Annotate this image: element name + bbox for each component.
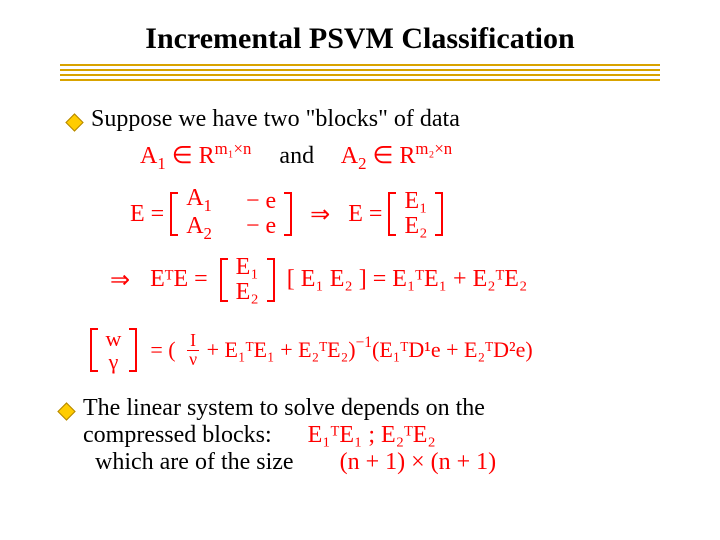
EE-list: E₁ᵀE₁ ; E₂ᵀE₂ — [308, 422, 436, 448]
sym-implies-2: ⇒ — [110, 267, 130, 293]
E2s: E₂ — [404, 214, 427, 239]
bracket-left-4 — [90, 328, 98, 372]
sub-1: 1 — [157, 154, 165, 173]
sup-m2n: m₂×n — [415, 139, 452, 158]
math-line-blocks: A1 ∈ Rm₁×n and A2 ∈ Rm₂×n — [140, 139, 660, 174]
bullet-2-text-b: compressed blocks: — [83, 422, 272, 448]
me2: − e — [246, 214, 276, 239]
sym-Eeq2: E = — [348, 201, 382, 227]
bracket-right-3 — [267, 258, 275, 302]
sym-A2: A — [341, 143, 358, 169]
math-line-E-def: E = A1 A2 − e − e ⇒ E = E₁ E₂ — [130, 186, 660, 243]
bullet-2-text-a: The linear system to solve depends on th… — [83, 395, 485, 421]
which-text: which are of the size — [95, 449, 294, 475]
bracket-right-2 — [435, 192, 443, 236]
bullet-1-text: Suppose we have two "blocks" of data — [91, 106, 460, 133]
bracket-left-2 — [388, 192, 396, 236]
frac-Inu: I ν — [187, 332, 199, 368]
sym-R: R — [199, 143, 215, 169]
word-and: and — [279, 143, 314, 169]
gamma: γ — [106, 350, 122, 373]
E2s2: E₂ — [236, 280, 259, 305]
bracket-left-1 — [170, 192, 178, 236]
diamond-bullet-icon-2 — [57, 403, 75, 421]
stack-A: A1 A2 — [186, 186, 212, 243]
bracket-right-1 — [284, 192, 292, 236]
math-line-ETE: ⇒ EᵀE = E₁ E₂ [ E₁ E₂ ] = E₁ᵀE₁ + E₂ᵀE₂ — [110, 255, 660, 305]
sym-R2: R — [399, 143, 415, 169]
sup-m1n: m₁×n — [215, 139, 252, 158]
fn-I: I — [188, 332, 198, 350]
bracket-left-3 — [220, 258, 228, 302]
expr-A2: A2 ∈ Rm₂×n — [341, 143, 452, 169]
sub-2: 2 — [358, 154, 366, 173]
slide-title: Incremental PSVM Classification — [60, 22, 660, 56]
diamond-bullet-icon — [65, 113, 83, 131]
bracket-right-4 — [129, 328, 137, 372]
slide-container: Incremental PSVM Classification Suppose … — [0, 0, 720, 476]
w: w — [106, 327, 122, 350]
stack-E2: E₁ E₂ — [236, 255, 259, 305]
me1: − e — [246, 189, 276, 214]
bullet-2: The linear system to solve depends on th… — [60, 395, 660, 476]
expr-A1: A1 ∈ Rm₁×n — [140, 143, 257, 169]
sym-in: ∈ — [172, 143, 193, 169]
title-underline — [60, 64, 660, 84]
plus-terms: + E₁ᵀE₁ + E₂ᵀE₂) — [207, 337, 356, 362]
size-expr: (n + 1) × (n + 1) — [340, 449, 497, 475]
math-line-solution: w γ = ( I ν + E₁ᵀE₁ + E₂ᵀE₂)−1(E₁ᵀD¹e + … — [90, 327, 660, 373]
stack-wgamma: w γ — [106, 327, 122, 373]
bullet-1: Suppose we have two "blocks" of data — [68, 106, 660, 133]
fd-nu: ν — [187, 351, 199, 369]
eq-open: = ( — [150, 337, 175, 362]
stack-E: E₁ E₂ — [404, 189, 427, 239]
row-mat: [ E₁ E₂ ] = E₁ᵀE₁ + E₂ᵀE₂ — [287, 266, 528, 292]
sym-Eeq: E = — [130, 201, 164, 227]
sup-inv: −1 — [356, 334, 372, 351]
sym-ETE: EᵀE = — [150, 266, 208, 292]
bullet-2-content: The linear system to solve depends on th… — [83, 395, 496, 476]
sym-in2: ∈ — [373, 143, 394, 169]
tail: (E₁ᵀD¹e + E₂ᵀD²e) — [372, 337, 533, 362]
sym-A: A — [140, 143, 157, 169]
stack-e: − e − e — [246, 189, 276, 239]
sym-implies-1: ⇒ — [310, 202, 330, 228]
E1s2: E₁ — [236, 255, 259, 280]
E1s: E₁ — [404, 189, 427, 214]
